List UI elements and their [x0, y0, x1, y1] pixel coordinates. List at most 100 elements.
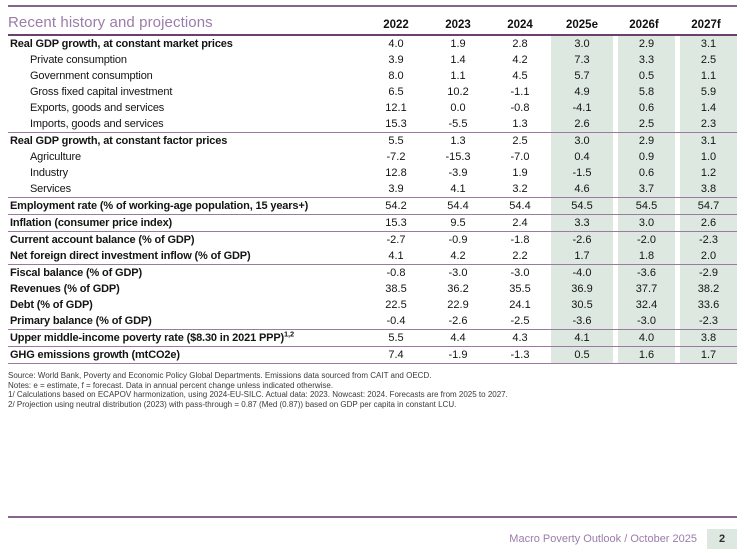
- table-row: Net foreign direct investment inflow (% …: [8, 248, 737, 264]
- table-cell: 1.9: [512, 167, 528, 179]
- table-cell: 6.5: [388, 86, 404, 98]
- table-cell: 54.7: [675, 198, 737, 214]
- footnote-marker: 1,2: [284, 329, 295, 339]
- table-cell: 1.1: [450, 70, 466, 82]
- column-header: 2024: [507, 19, 533, 31]
- table-cell: -1.9: [448, 349, 468, 361]
- row-label: Gross fixed capital investment: [30, 86, 173, 98]
- table-cell: 3.7: [613, 181, 675, 197]
- table-cell: -7.2: [386, 151, 406, 163]
- table-cell: 7.4: [388, 349, 404, 361]
- table-cell: 9.5: [450, 217, 466, 229]
- table-cell: 0.5: [551, 347, 613, 363]
- row-label: Debt (% of GDP): [10, 299, 93, 311]
- top-rule: [8, 5, 737, 7]
- table-cell: 1.3: [512, 118, 528, 130]
- table-cell: 54.4: [447, 200, 469, 212]
- table-cell: -4.1: [551, 100, 613, 116]
- table-row: Private consumption 3.9 1.4 4.2 7.3 3.3 2.5: [8, 52, 737, 68]
- table-cell: -0.8: [510, 102, 530, 114]
- footnote-line: 1/ Calculations based on ECAPOV harmoniz…: [8, 390, 508, 400]
- table-cell: 35.5: [509, 283, 531, 295]
- footer-text: Macro Poverty Outlook / October 2025: [509, 533, 697, 545]
- table-row: Government consumption 8.0 1.1 4.5 5.7 0.5 1.…: [8, 68, 737, 84]
- row-label: Employment rate (% of working-age popula…: [10, 200, 309, 212]
- row-label: Inflation (consumer price index): [10, 217, 173, 229]
- table-cell: 1.2: [675, 165, 737, 181]
- table-cell: 1.1: [675, 68, 737, 84]
- table-cell: -3.9: [448, 167, 468, 179]
- table-cell: 1.4: [450, 54, 466, 66]
- table-cell: 4.6: [551, 181, 613, 197]
- table-row: Agriculture -7.2 -15.3 -7.0 0.4 0.9 1.0: [8, 149, 737, 165]
- table-cell: -1.3: [510, 349, 530, 361]
- table-cell: 1.0: [675, 149, 737, 165]
- table-cell: 5.5: [388, 135, 404, 147]
- page-number-badge: 2: [707, 529, 737, 549]
- footnote-line: Source: World Bank, Poverty and Economic…: [8, 371, 432, 380]
- table-cell: 2.3: [675, 116, 737, 132]
- row-label: Services: [30, 183, 71, 195]
- table-cell: 1.9: [450, 38, 466, 50]
- table-cell: -0.9: [448, 234, 468, 246]
- table-row: Imports, goods and services 15.3 -5.5 1.3 2…: [8, 116, 737, 132]
- row-label: Government consumption: [30, 70, 153, 82]
- table-row: Services 3.9 4.1 3.2 4.6 3.7 3.8: [8, 181, 737, 197]
- table-cell: 4.1: [450, 183, 466, 195]
- table-row: Debt (% of GDP) 22.5 22.9 24.1 30.5 32.4 33.6: [8, 297, 737, 313]
- table-cell: 3.8: [675, 330, 737, 346]
- table-cell: -2.9: [675, 265, 737, 281]
- table-cell: 3.1: [675, 133, 737, 149]
- row-label: Agriculture: [30, 151, 81, 163]
- table-cell: 3.3: [551, 215, 613, 231]
- table-cell: 2.9: [613, 133, 675, 149]
- table-row: GHG emissions growth (mtCO2e) 7.4 -1.9 -1.…: [8, 346, 737, 363]
- table-cell: 7.3: [551, 52, 613, 68]
- table-cell: 2.0: [675, 248, 737, 264]
- table-cell: 3.9: [388, 54, 404, 66]
- table-header-row: Recent history and projections 2022 2023 2…: [8, 7, 737, 36]
- table-cell: 38.5: [385, 283, 407, 295]
- footnote-line: Notes: e = estimate, f = forecast. Data …: [8, 380, 334, 390]
- table-cell: 0.6: [613, 165, 675, 181]
- table-cell: 4.9: [551, 84, 613, 100]
- table-cell: 12.8: [385, 167, 407, 179]
- table-cell: 33.6: [675, 297, 737, 313]
- table-cell: -1.1: [510, 86, 530, 98]
- table-cell: 4.1: [551, 330, 613, 346]
- table-cell: 4.0: [613, 330, 675, 346]
- row-label: Imports, goods and services: [30, 118, 164, 130]
- page-content: Recent history and projections 2022 2023 2…: [0, 5, 745, 409]
- table-cell: 3.2: [512, 183, 528, 195]
- column-header: 2027f: [691, 19, 721, 31]
- table-row: Industry 12.8 -3.9 1.9 -1.5 0.6 1.2: [8, 165, 737, 181]
- table-cell: 2.2: [512, 250, 528, 262]
- row-label: Current account balance (% of GDP): [10, 234, 195, 246]
- column-header: 2026f: [629, 19, 659, 31]
- table-row: Fiscal balance (% of GDP) -0.8 -3.0 -3.0 -4…: [8, 264, 737, 281]
- table-cell: 3.8: [675, 181, 737, 197]
- table-cell: -2.6: [551, 232, 613, 248]
- table-cell: -2.5: [510, 315, 530, 327]
- table-cell: -7.0: [510, 151, 530, 163]
- column-header: 2022: [383, 19, 409, 31]
- footer-rule: [8, 516, 737, 518]
- row-label: Net foreign direct investment inflow (% …: [10, 250, 251, 262]
- table-cell: 2.5: [512, 135, 528, 147]
- table-row: Employment rate (% of working-age popula…: [8, 197, 737, 214]
- table-cell: 5.9: [675, 84, 737, 100]
- table-cell: 4.1: [388, 250, 404, 262]
- table-cell: 0.5: [613, 68, 675, 84]
- table-cell: 4.2: [512, 54, 528, 66]
- table-cell: 22.9: [447, 299, 469, 311]
- table-cell: 54.4: [509, 200, 531, 212]
- table-cell: 4.0: [388, 38, 404, 50]
- table-cell: 3.1: [675, 36, 737, 52]
- table-cell: -3.6: [613, 265, 675, 281]
- table-cell: 1.7: [551, 248, 613, 264]
- table-row: Revenues (% of GDP) 38.5 36.2 35.5 36.9 37.7…: [8, 281, 737, 297]
- row-label: Real GDP growth, at constant market pric…: [10, 38, 233, 50]
- table-cell: 22.5: [385, 299, 407, 311]
- table-row: Current account balance (% of GDP) -2.7 -…: [8, 231, 737, 248]
- table-cell: 0.4: [551, 149, 613, 165]
